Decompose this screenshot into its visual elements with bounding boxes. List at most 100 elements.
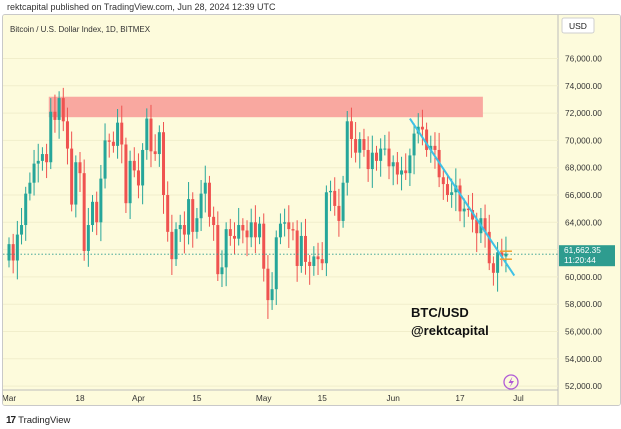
candle-body: [316, 256, 320, 260]
tradingview-logo-icon[interactable]: 17: [6, 414, 16, 426]
candle-body: [103, 140, 107, 179]
currency-button[interactable]: [561, 17, 595, 34]
candle-body: [24, 193, 28, 226]
candle-body: [111, 141, 115, 146]
candle-body: [475, 219, 479, 234]
last-price-tag: [559, 245, 615, 267]
candle-body: [487, 231, 491, 264]
candle-body: [91, 201, 95, 226]
candle-body: [36, 160, 40, 164]
descending-trendline[interactable]: [409, 118, 516, 277]
candle-body: [95, 201, 99, 223]
chart-panel[interactable]: Bitcoin / U.S. Dollar Index, 1D, BITMEX …: [2, 14, 621, 406]
candle-body: [145, 118, 149, 150]
candle-body: [191, 199, 195, 232]
candle-body: [400, 170, 404, 175]
y-tick-label: 76,000.00: [565, 54, 602, 64]
x-tick-label: Jul: [513, 393, 524, 403]
candle-body: [295, 230, 299, 266]
y-tick-label: 70,000.00: [565, 135, 602, 145]
candle-body: [383, 148, 387, 150]
candle-body: [207, 182, 211, 217]
candle-body: [57, 98, 61, 120]
candle-body: [32, 163, 36, 183]
candle-body: [28, 182, 32, 194]
candle-body: [82, 173, 86, 251]
candle-body: [45, 154, 49, 163]
annotation-handle: @rektcapital: [411, 323, 489, 338]
chart-title: Bitcoin / U.S. Dollar Index, 1D, BITMEX: [10, 25, 151, 34]
candle-body: [61, 98, 65, 122]
resistance-zone: [48, 96, 483, 118]
candle-body: [433, 145, 437, 150]
candle-body: [462, 208, 466, 212]
candle-body: [20, 225, 24, 235]
candle-body: [450, 192, 454, 195]
candle-body: [337, 205, 341, 221]
y-tick-label: 66,000.00: [565, 190, 602, 200]
x-tick-label: 18: [75, 393, 85, 403]
currency-label: USD: [569, 21, 587, 31]
candle-body: [187, 199, 191, 235]
candle-body: [253, 222, 257, 238]
candle-body: [312, 256, 316, 266]
candle-body: [157, 132, 161, 155]
candle-body: [228, 229, 232, 236]
lightning-icon[interactable]: [503, 374, 519, 390]
candle-body: [425, 129, 429, 150]
candle-body: [299, 235, 303, 266]
candle-body: [99, 178, 103, 223]
candle-body: [74, 162, 78, 205]
candle-body: [458, 185, 462, 212]
candle-body: [182, 225, 186, 235]
candle-body: [329, 190, 333, 193]
candle-body: [370, 152, 374, 170]
candle-body: [70, 148, 74, 205]
candle-body: [195, 218, 199, 232]
published-header: rektcapital published on TradingView.com…: [7, 2, 276, 12]
candle-body: [496, 252, 500, 273]
candle-body: [358, 139, 362, 153]
candle-body: [412, 133, 416, 156]
candle-body: [224, 229, 228, 268]
candle-body: [11, 244, 15, 261]
candlestick-chart[interactable]: Bitcoin / U.S. Dollar Index, 1D, BITMEX …: [3, 15, 620, 405]
candle-body: [395, 162, 399, 175]
candle-body: [362, 139, 366, 150]
candle-body: [441, 177, 445, 185]
candle-body: [7, 244, 11, 261]
y-tick-label: 72,000.00: [565, 108, 602, 118]
candle-body: [349, 121, 353, 140]
candle-body: [220, 267, 224, 275]
candle-body: [278, 223, 282, 238]
candle-body: [116, 122, 120, 146]
candle-body: [245, 230, 249, 238]
candle-body: [283, 222, 287, 224]
x-tick-label: Mar: [3, 393, 16, 403]
footer-brand: TradingView: [18, 414, 71, 426]
candle-body: [203, 182, 207, 194]
y-tick-label: 52,000.00: [565, 381, 602, 391]
candle-body: [237, 225, 241, 239]
candle-body: [333, 190, 337, 206]
candle-body: [233, 235, 237, 239]
candle-body: [136, 170, 140, 186]
bar-countdown: 11:20:44: [564, 255, 596, 265]
candle-body: [15, 234, 19, 261]
y-tick-label: 60,000.00: [565, 272, 602, 282]
candle-body: [120, 122, 124, 145]
candle-body: [65, 121, 69, 149]
candle-body: [287, 222, 291, 230]
x-tick-label: Jun: [386, 393, 400, 403]
candle-body: [174, 229, 178, 260]
candle-body: [270, 289, 274, 301]
candle-body: [274, 237, 278, 290]
candle-body: [199, 193, 203, 219]
candle-body: [149, 118, 153, 152]
candle-body: [49, 111, 53, 163]
candle-body: [124, 144, 128, 204]
candle-body: [471, 210, 475, 220]
candle-body: [53, 111, 57, 120]
candle-body: [445, 184, 449, 195]
candle-body: [178, 225, 182, 230]
